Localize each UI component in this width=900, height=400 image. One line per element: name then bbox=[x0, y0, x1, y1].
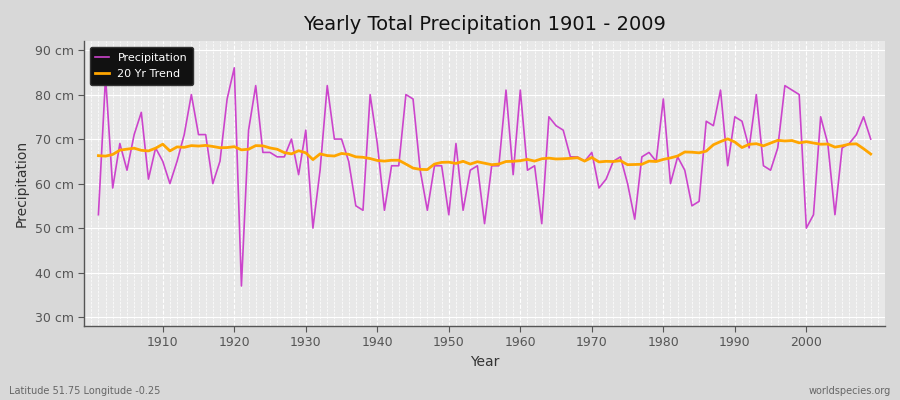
20 Yr Trend bbox=[350, 154, 361, 159]
Precipitation bbox=[615, 154, 626, 159]
Precipitation bbox=[364, 92, 375, 97]
20 Yr Trend bbox=[865, 152, 876, 156]
Line: 20 Yr Trend: 20 Yr Trend bbox=[98, 139, 870, 170]
20 Yr Trend bbox=[522, 157, 533, 162]
20 Yr Trend bbox=[93, 153, 104, 158]
20 Yr Trend bbox=[150, 146, 161, 150]
Legend: Precipitation, 20 Yr Trend: Precipitation, 20 Yr Trend bbox=[90, 47, 193, 85]
Precipitation bbox=[150, 146, 161, 150]
20 Yr Trend bbox=[422, 167, 433, 172]
X-axis label: Year: Year bbox=[470, 355, 500, 369]
Precipitation bbox=[522, 168, 533, 173]
Precipitation bbox=[93, 212, 104, 217]
20 Yr Trend bbox=[515, 158, 526, 163]
Line: Precipitation: Precipitation bbox=[98, 68, 870, 286]
Precipitation bbox=[229, 66, 239, 70]
Y-axis label: Precipitation: Precipitation bbox=[15, 140, 29, 227]
20 Yr Trend bbox=[308, 157, 319, 162]
Text: worldspecies.org: worldspecies.org bbox=[809, 386, 891, 396]
Precipitation bbox=[529, 163, 540, 168]
Title: Yearly Total Precipitation 1901 - 2009: Yearly Total Precipitation 1901 - 2009 bbox=[303, 15, 666, 34]
Text: Latitude 51.75 Longitude -0.25: Latitude 51.75 Longitude -0.25 bbox=[9, 386, 160, 396]
20 Yr Trend bbox=[723, 136, 734, 141]
Precipitation bbox=[322, 83, 333, 88]
Precipitation bbox=[236, 284, 247, 288]
Precipitation bbox=[865, 137, 876, 142]
20 Yr Trend bbox=[608, 159, 618, 164]
